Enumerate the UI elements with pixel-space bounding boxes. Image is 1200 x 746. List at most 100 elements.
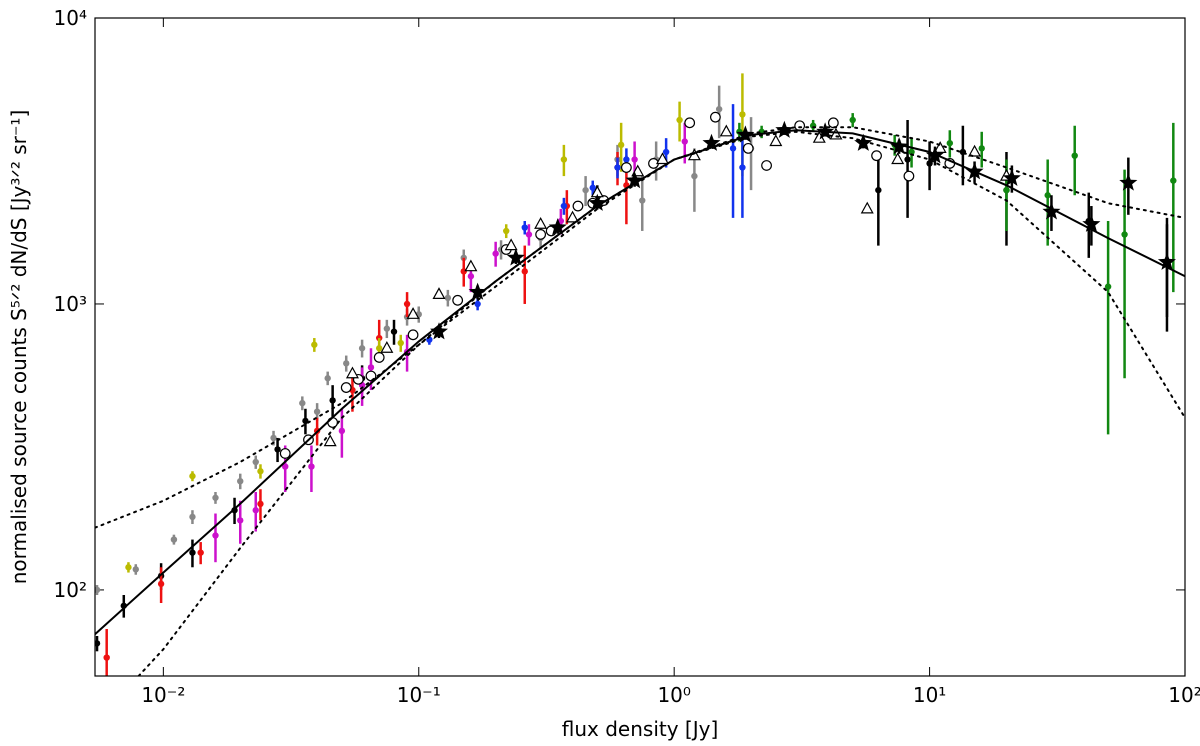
open-circle (327, 417, 339, 428)
point (467, 273, 475, 280)
point (904, 156, 911, 163)
point (383, 325, 391, 332)
point (521, 268, 528, 275)
open-triangle (406, 307, 420, 319)
x-tick-label: 10² (1168, 683, 1200, 707)
point (1071, 152, 1078, 159)
open-triangle (566, 210, 580, 223)
point (614, 164, 621, 171)
point (270, 434, 277, 442)
open-circle (871, 150, 882, 162)
point (308, 463, 315, 470)
open-circle (903, 170, 915, 182)
point (589, 184, 596, 191)
open-triangle (345, 366, 359, 379)
point (343, 360, 350, 367)
point (197, 549, 204, 556)
open-triangle (323, 434, 337, 447)
star (890, 137, 909, 155)
open-triangle (464, 259, 478, 272)
point (132, 566, 139, 573)
open-circle (373, 352, 385, 363)
point (299, 399, 306, 407)
x-tick-label: 10¹ (913, 683, 946, 707)
open-triangle (891, 152, 905, 165)
point (676, 116, 683, 124)
star (468, 282, 487, 300)
open-circle (535, 229, 547, 240)
point (908, 148, 915, 156)
point (739, 111, 746, 118)
point (662, 148, 670, 156)
point (95, 640, 101, 647)
point (237, 517, 244, 524)
x-tick-label: 10⁻² (141, 683, 185, 707)
point (691, 172, 698, 180)
point (302, 417, 309, 425)
open-circle (407, 329, 419, 341)
y-tick-label: 10³ (54, 292, 87, 316)
open-triangle (719, 124, 733, 137)
plot-frame (94, 17, 1186, 677)
star (1082, 214, 1101, 232)
point (623, 156, 630, 163)
open-circle (572, 200, 584, 212)
point (1044, 192, 1051, 199)
point (338, 427, 346, 435)
point (1170, 177, 1177, 184)
point (358, 345, 366, 352)
point (311, 341, 318, 348)
point (103, 654, 110, 661)
star (854, 133, 873, 151)
point (739, 164, 746, 171)
point (274, 446, 281, 453)
point (403, 300, 411, 308)
y-axis-label: normalised source counts S⁵ᐟ² dN/dS [Jy³… (7, 110, 31, 585)
point (525, 231, 533, 238)
point (715, 105, 723, 113)
point (1104, 283, 1112, 290)
point (582, 186, 589, 194)
star (1002, 168, 1021, 186)
star (736, 125, 755, 143)
star (588, 193, 607, 211)
dotted-curve (137, 130, 1185, 676)
star (1042, 202, 1061, 220)
point (282, 463, 289, 470)
open-triangle (933, 141, 947, 153)
point (257, 500, 264, 508)
point (189, 472, 196, 480)
point (170, 536, 178, 543)
model-curve (95, 129, 1185, 636)
point (157, 580, 165, 588)
open-circle (684, 117, 696, 129)
point (367, 364, 375, 371)
point (189, 513, 196, 521)
open-circle (709, 111, 721, 123)
point (1003, 186, 1010, 194)
point (313, 408, 321, 415)
open-triangle (769, 134, 783, 147)
star (1157, 252, 1176, 270)
point (397, 339, 404, 347)
point (237, 477, 244, 485)
star (775, 120, 794, 138)
point (125, 564, 132, 571)
open-circle (827, 117, 839, 129)
point (252, 507, 259, 514)
point (631, 156, 638, 163)
open-circle (452, 294, 464, 306)
point (681, 138, 688, 145)
point (492, 250, 499, 257)
star (430, 322, 448, 340)
point (212, 532, 219, 539)
x-axis-label: flux density [Jy] (562, 717, 719, 741)
open-triangle (968, 144, 982, 157)
point (729, 145, 737, 152)
point (390, 328, 398, 335)
point (978, 145, 985, 152)
star (548, 218, 567, 236)
point (875, 186, 882, 194)
point (324, 375, 331, 382)
